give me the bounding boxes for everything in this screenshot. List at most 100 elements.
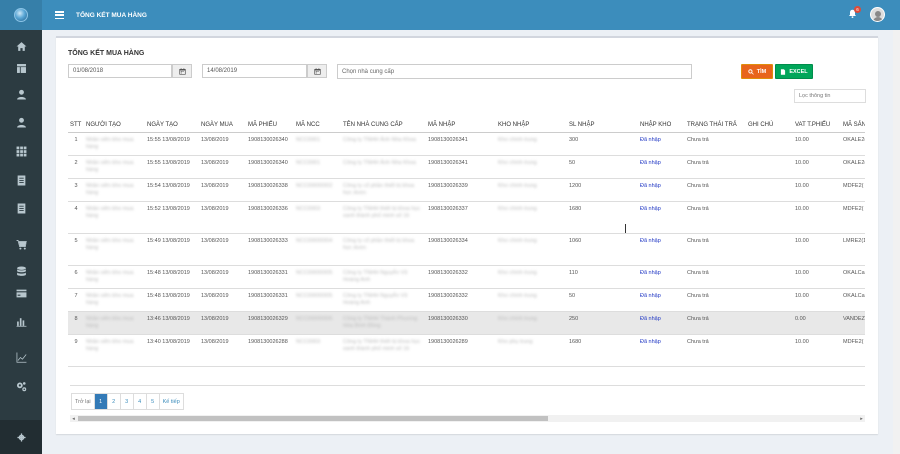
line-chart-icon[interactable] <box>14 351 28 363</box>
cell-ma-ncc: NCC00000005 <box>294 288 341 312</box>
excel-button[interactable]: EXCEL <box>775 64 813 79</box>
date-from-input[interactable]: 01/08/2018 <box>68 64 172 78</box>
supplier-select[interactable]: Chọn nhà cung cấp <box>337 64 692 79</box>
cell-nhap-kho[interactable]: Đã nhập <box>638 178 685 202</box>
table-icon[interactable] <box>14 62 28 74</box>
table-row[interactable]: 8 Nhân viên kho mua hàng 13:46 13/08/2019 1… <box>68 311 865 335</box>
column-header[interactable]: GHI CHÚ <box>746 118 793 133</box>
table-row[interactable]: 9 Nhân viên kho mua hàng 13:40 13/08/2019 1… <box>68 334 865 367</box>
cell-trang-thai: Chưa trả <box>685 201 746 234</box>
cell-nguoi-tao: Nhân viên kho mua hàng <box>84 265 145 289</box>
table-row[interactable]: 6 Nhân viên kho mua hàng 15:48 13/08/2019 1… <box>68 265 865 289</box>
column-header[interactable]: NGÀY MUA <box>199 118 246 133</box>
user-avatar[interactable] <box>870 7 885 22</box>
date-from-calendar-icon[interactable] <box>172 64 192 78</box>
column-header[interactable]: NHẬP KHO <box>638 118 685 133</box>
cell-trang-thai: Chưa trả <box>685 155 746 179</box>
column-header[interactable]: MÃ NCC <box>294 118 341 133</box>
user-icon[interactable] <box>14 88 28 100</box>
document-icon[interactable] <box>14 174 28 186</box>
table-row[interactable]: 2 Nhân viên kho mua hàng 15:55 13/08/2019 1… <box>68 155 865 179</box>
column-header[interactable]: KHO NHẬP <box>496 118 567 133</box>
app-title: TỔNG KẾT MUA HÀNG <box>76 11 147 19</box>
column-header[interactable]: NGƯỜI TẠO <box>84 118 145 133</box>
cell-kho-nhap: Kho phụ trung <box>496 334 567 367</box>
pagination-next[interactable]: Kế tiếp <box>159 394 183 409</box>
cell-nhap-kho[interactable]: Đã nhập <box>638 233 685 266</box>
column-header[interactable]: TRẠNG THÁI TRẢ <box>685 118 746 133</box>
cell-nhap-kho[interactable]: Đã nhập <box>638 265 685 289</box>
cogs-icon[interactable] <box>14 380 28 392</box>
table-row[interactable]: 5 Nhân viên kho mua hàng 15:49 13/08/2019 1… <box>68 233 865 266</box>
pagination-page-5[interactable]: 5 <box>146 394 160 409</box>
globe-logo-icon <box>14 8 28 22</box>
cell-ma-phieu: 1908130026331 <box>246 265 294 289</box>
home-icon[interactable] <box>14 40 28 52</box>
settings-gear-icon[interactable] <box>0 420 42 454</box>
cell-kho-nhap: Kho chính trung <box>496 288 567 312</box>
date-to-input[interactable]: 14/08/2019 <box>202 64 307 78</box>
column-header[interactable]: MÃ SẢN <box>841 118 865 133</box>
bar-chart-icon[interactable] <box>14 315 28 327</box>
cell-kho-nhap: Kho chính trung <box>496 155 567 179</box>
logo[interactable] <box>0 0 42 30</box>
horizontal-scroll-thumb[interactable] <box>78 416 548 421</box>
menu-toggle-icon[interactable] <box>55 11 64 19</box>
notification-bell-icon[interactable]: 6 <box>848 6 861 19</box>
cell-ma-san: VANDEZ( <box>841 311 865 335</box>
cell-sl-nhap: 50 <box>567 155 638 179</box>
card-icon[interactable] <box>14 287 28 299</box>
cell-nhap-kho[interactable]: Đã nhập <box>638 334 685 367</box>
cell-nhap-kho[interactable]: Đã nhập <box>638 288 685 312</box>
column-header[interactable]: NGÀY TẠO <box>145 118 199 133</box>
redacted-text: Kho chính trung <box>498 159 537 166</box>
cell-nhap-kho[interactable]: Đã nhập <box>638 155 685 179</box>
filter-input[interactable]: Lọc thông tin <box>794 89 866 103</box>
column-header[interactable]: TÊN NHÀ CUNG CẤP <box>341 118 426 133</box>
cell-trang-thai: Chưa trả <box>685 178 746 202</box>
pagination-prev[interactable]: Trở lại <box>72 394 95 409</box>
cart-icon[interactable] <box>14 238 28 250</box>
cell-nhap-kho[interactable]: Đã nhập <box>638 132 685 156</box>
horizontal-scrollbar[interactable]: ◂ ▸ <box>70 415 865 422</box>
table-row[interactable]: 3 Nhân viên kho mua hàng 15:54 13/08/2019 1… <box>68 178 865 202</box>
cell-ma-phieu: 1908130026340 <box>246 132 294 156</box>
column-header[interactable]: SL NHẬP <box>567 118 638 133</box>
cell-ma-san: OKALE2( <box>841 155 865 179</box>
cell-kho-nhap: Kho chính trung <box>496 311 567 335</box>
column-header[interactable]: MÃ PHIẾU <box>246 118 294 133</box>
pagination-page-4[interactable]: 4 <box>133 394 147 409</box>
document-icon-2[interactable] <box>14 202 28 214</box>
column-header[interactable]: VAT T.PHIẾU <box>793 118 841 133</box>
cell-stt: 8 <box>68 311 84 335</box>
cell-nhap-kho[interactable]: Đã nhập <box>638 201 685 234</box>
cell-nhap-kho[interactable]: Đã nhập <box>638 311 685 335</box>
pagination-page-3[interactable]: 3 <box>120 394 134 409</box>
database-icon[interactable] <box>14 265 28 277</box>
redacted-text: Công ty TNHH thiết bị khoa học xanh thàn… <box>343 205 421 219</box>
pagination-page-1[interactable]: 1 <box>94 394 108 409</box>
table-row[interactable]: 7 Nhân viên kho mua hàng 15:48 13/08/2019 1… <box>68 288 865 312</box>
cell-stt: 9 <box>68 334 84 367</box>
cell-ma-nhap: 1908130026330 <box>426 311 496 335</box>
cell-nguoi-tao: Nhân viên kho mua hàng <box>84 334 145 367</box>
search-button[interactable]: TÌM <box>741 64 773 79</box>
pagination-page-2[interactable]: 2 <box>107 394 121 409</box>
page-vertical-scrollbar[interactable] <box>893 30 900 454</box>
date-to-calendar-icon[interactable] <box>307 64 327 78</box>
column-header[interactable]: MÃ NHẬP <box>426 118 496 133</box>
cell-ngay-tao: 15:54 13/08/2019 <box>145 178 199 202</box>
table-row[interactable]: 4 Nhân viên kho mua hàng 15:52 13/08/2019 1… <box>68 201 865 234</box>
table-row[interactable]: 1 Nhân viên kho mua hàng 15:55 13/08/2019 1… <box>68 132 865 156</box>
cell-nguoi-tao: Nhân viên kho mua hàng <box>84 233 145 266</box>
column-header[interactable]: STT <box>68 118 84 133</box>
apps-icon[interactable] <box>14 145 28 157</box>
cell-ma-san: OKALCa( <box>841 265 865 289</box>
scroll-right-icon[interactable]: ▸ <box>860 415 863 422</box>
redacted-text: Nhân viên kho mua hàng <box>86 237 134 251</box>
redacted-text: NCC00000002 <box>296 182 333 189</box>
cell-ma-san: MDFE2( <box>841 201 865 234</box>
redacted-text: Công ty cổ phần thiết bị khoa học dược <box>343 182 415 196</box>
scroll-left-icon[interactable]: ◂ <box>72 415 75 422</box>
user-icon-2[interactable] <box>14 116 28 128</box>
